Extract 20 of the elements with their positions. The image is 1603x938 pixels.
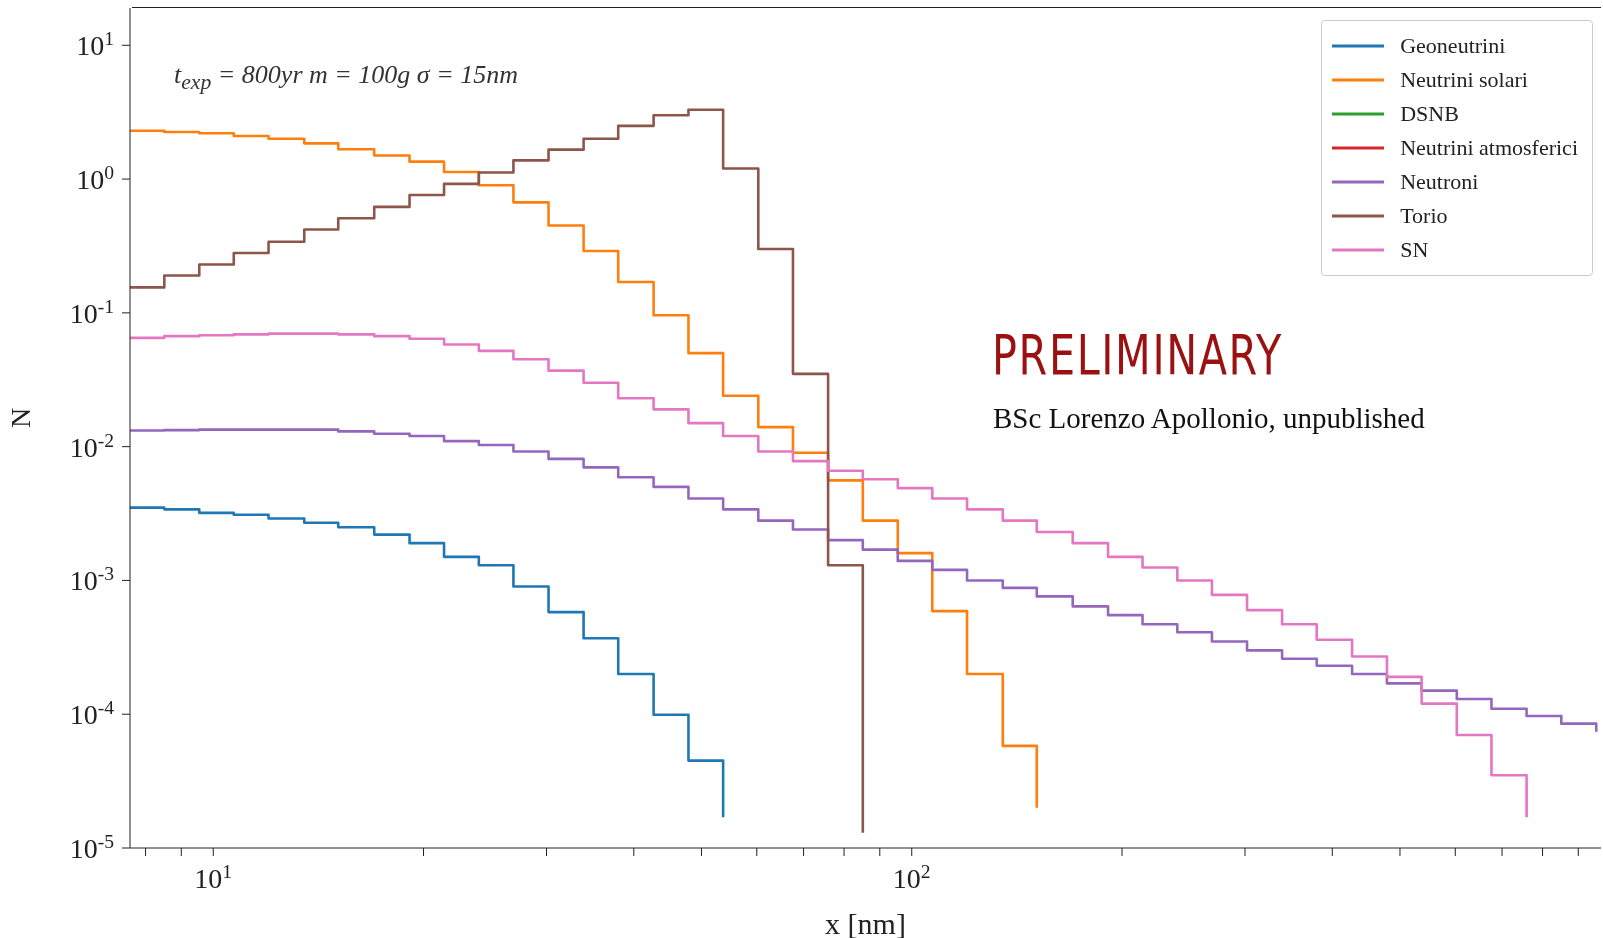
y-axis-title: N: [4, 407, 36, 428]
y-tick-label: 10$^{-4}$: [69, 696, 115, 731]
legend-label: Neutrini atmosferici: [1400, 135, 1578, 161]
y-tick-label: 10$^{-3}$: [69, 562, 115, 597]
y-tick-label: 10$^{-2}$: [69, 429, 114, 463]
legend-label: Geoneutrini: [1400, 33, 1506, 59]
annotation: PRELIMINARY: [992, 322, 1283, 387]
legend-label: Neutrini solari: [1400, 67, 1528, 93]
y-tick-label: 10$^{-5}$: [69, 830, 115, 864]
legend-label: SN: [1400, 237, 1429, 263]
legend-label: Neutroni: [1400, 169, 1479, 195]
y-tick-label: 10$^{0}$: [76, 161, 115, 196]
legend-label: DSNB: [1400, 101, 1459, 127]
y-tick-label: 10$^{-1}$: [69, 295, 114, 329]
x-axis-title: x [nm]: [825, 907, 906, 938]
legend-label: Torio: [1400, 203, 1448, 229]
x-tick-label: 10$^{2}$: [892, 860, 931, 894]
y-tick-label: 10$^{1}$: [76, 27, 114, 62]
annotation: BSc Lorenzo Apollonio, unpublished: [993, 402, 1425, 435]
annotation: t$_{exp}$ = 800yr m = 100g σ = 15nm: [174, 60, 518, 96]
